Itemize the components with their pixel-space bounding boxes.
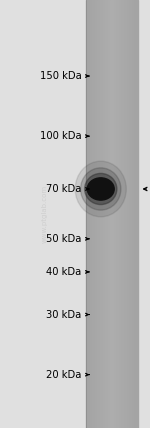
Bar <box>92 0 93 428</box>
Bar <box>109 0 110 428</box>
Bar <box>99 0 100 428</box>
Bar <box>121 0 122 428</box>
Bar <box>136 0 137 428</box>
Bar <box>107 0 108 428</box>
Bar <box>95 0 96 428</box>
Text: 100 kDa: 100 kDa <box>40 131 82 141</box>
Bar <box>91 0 92 428</box>
Bar <box>130 0 131 428</box>
Bar <box>100 0 101 428</box>
Bar <box>94 0 95 428</box>
Bar <box>123 0 124 428</box>
Bar <box>122 0 123 428</box>
Bar <box>101 0 102 428</box>
Bar <box>112 0 113 428</box>
Text: 70 kDa: 70 kDa <box>46 184 82 194</box>
Bar <box>96 0 97 428</box>
Bar <box>102 0 103 428</box>
Text: 150 kDa: 150 kDa <box>40 71 82 81</box>
Bar <box>87 0 88 428</box>
Bar <box>108 0 109 428</box>
Bar <box>120 0 121 428</box>
Bar <box>111 0 112 428</box>
Bar <box>126 0 127 428</box>
Bar <box>113 0 114 428</box>
Bar <box>104 0 105 428</box>
Bar <box>134 0 135 428</box>
Bar <box>129 0 130 428</box>
Bar <box>118 0 119 428</box>
Bar <box>132 0 133 428</box>
Bar <box>125 0 126 428</box>
Text: www.ptglab.com: www.ptglab.com <box>42 185 48 243</box>
Bar <box>137 0 138 428</box>
Text: 40 kDa: 40 kDa <box>46 267 82 277</box>
Text: 20 kDa: 20 kDa <box>46 370 82 380</box>
Bar <box>98 0 99 428</box>
Text: 30 kDa: 30 kDa <box>46 309 82 320</box>
Ellipse shape <box>75 161 126 217</box>
Bar <box>89 0 90 428</box>
Bar <box>114 0 115 428</box>
Bar <box>90 0 91 428</box>
Bar <box>97 0 98 428</box>
Bar <box>115 0 116 428</box>
Bar <box>86 0 87 428</box>
Bar <box>93 0 94 428</box>
Bar <box>106 0 107 428</box>
Text: 50 kDa: 50 kDa <box>46 234 82 244</box>
Bar <box>117 0 118 428</box>
Bar <box>124 0 125 428</box>
Bar <box>128 0 129 428</box>
Bar <box>116 0 117 428</box>
Bar <box>131 0 132 428</box>
Bar <box>105 0 106 428</box>
Bar <box>133 0 134 428</box>
Bar <box>103 0 104 428</box>
Bar <box>122 0 123 428</box>
Bar <box>110 0 111 428</box>
Bar <box>127 0 128 428</box>
Bar <box>88 0 89 428</box>
Bar <box>91 0 92 428</box>
Bar <box>135 0 136 428</box>
Bar <box>119 0 120 428</box>
Ellipse shape <box>85 173 117 205</box>
Ellipse shape <box>81 168 121 210</box>
Ellipse shape <box>87 178 114 200</box>
